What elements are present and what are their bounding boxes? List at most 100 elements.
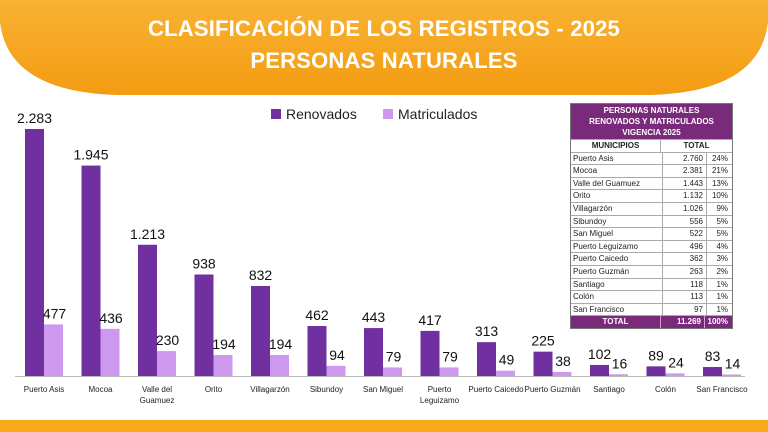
table-cell-pct: 5% — [716, 216, 728, 226]
col-header-total: TOTAL — [683, 141, 710, 150]
data-label-renovados: 938 — [192, 256, 216, 272]
bar-matriculados — [100, 328, 120, 376]
data-label-renovados: 417 — [418, 312, 442, 328]
table-title-line: RENOVADOS Y MATRICULADOS — [589, 117, 714, 126]
legend-swatch-renovados — [271, 109, 281, 119]
legend-swatch-matriculados — [383, 109, 393, 119]
data-label-renovados: 1.213 — [130, 226, 165, 242]
bar-matriculados — [213, 355, 233, 376]
category-label: Puerto Guzmán — [524, 385, 580, 394]
table-cell-total: 1.026 — [663, 202, 707, 215]
data-label-matriculados: 14 — [725, 355, 741, 371]
col-header-municipios: MUNICIPIOS — [571, 140, 661, 152]
table-row: Valle del Guamuez 1.443 13% — [571, 176, 732, 190]
data-label-renovados: 83 — [705, 348, 721, 364]
table-cell-total: 263 — [663, 265, 707, 278]
data-label-matriculados: 94 — [329, 347, 345, 363]
table-cell-pct: 9% — [716, 203, 728, 213]
legend-renovados: Renovados — [271, 106, 357, 122]
table-cell-total: 97 — [663, 303, 707, 316]
category-label: Puerto Asis — [24, 385, 64, 394]
bar-matriculados — [609, 374, 628, 376]
total-pct: 100% — [707, 317, 728, 327]
table-title-line: VIGENCIA 2025 — [622, 128, 681, 137]
table-row: Colón 113 1% — [571, 290, 732, 303]
table-body: Puerto Asis 2.760 24% Mocoa 2.381 21% Valle de… — [571, 151, 732, 316]
table-cell-pct: 4% — [716, 241, 728, 251]
table-header-row: MUNICIPIOS TOTAL — [571, 139, 732, 152]
table-cell-municipio: Valle del Guamuez — [571, 177, 663, 190]
table-cell-pct: 13% — [711, 178, 728, 188]
table-row: Santiago 118 1% — [571, 277, 732, 291]
data-label-renovados: 313 — [475, 323, 499, 339]
table-cell-total: 118 — [663, 278, 707, 291]
category-label: Colón — [655, 385, 676, 394]
table-total-row: TOTAL 11.269 100% — [571, 315, 732, 328]
table-cell-total: 522 — [663, 228, 707, 240]
table-cell-municipio: San Francisco — [571, 303, 663, 316]
bar-matriculados — [44, 324, 63, 376]
data-label-renovados: 2.283 — [17, 110, 52, 126]
banner-shape — [0, 0, 768, 95]
category-label: Guamuez — [140, 396, 175, 405]
legend-label-matriculados: Matriculados — [398, 106, 478, 122]
table-cell-municipio: Sibundoy — [571, 215, 663, 228]
category-label: Valle del — [142, 385, 172, 394]
data-label-matriculados: 24 — [668, 354, 684, 370]
footer-bar — [0, 420, 768, 432]
table-cell-municipio: Mocoa — [571, 165, 663, 177]
bar-renovados — [646, 366, 666, 376]
total-value: 11.269 — [661, 316, 705, 328]
table-row: Orito 1.132 10% — [571, 189, 732, 202]
data-label-matriculados: 436 — [99, 310, 123, 326]
bar-matriculados — [665, 373, 685, 376]
bar-renovados — [81, 165, 101, 376]
table-cell-municipio: Puerto Caicedo — [571, 253, 663, 265]
bar-renovados — [251, 285, 270, 376]
data-label-matriculados: 477 — [43, 305, 67, 321]
table-title-line: PERSONAS NATURALES — [603, 106, 700, 115]
bar-renovados — [307, 326, 327, 376]
table-cell-total: 1.443 — [663, 177, 707, 190]
table-cell-pct: 1% — [716, 279, 728, 289]
data-label-matriculados: 79 — [386, 348, 402, 364]
table-cell-pct: 5% — [716, 229, 728, 239]
category-label: Santiago — [593, 385, 625, 394]
data-label-matriculados: 79 — [442, 348, 458, 364]
bar-matriculados — [722, 374, 741, 376]
data-label-matriculados: 194 — [212, 336, 236, 352]
data-label-renovados: 443 — [362, 309, 386, 325]
table-cell-total: 2.760 — [663, 152, 707, 165]
bar-renovados — [420, 330, 440, 376]
category-label: San Miguel — [363, 385, 403, 394]
category-label: Puerto Caicedo — [468, 385, 524, 394]
bar-renovados — [533, 351, 553, 376]
data-label-matriculados: 16 — [612, 355, 628, 371]
data-label-matriculados: 38 — [555, 353, 571, 369]
data-label-renovados: 832 — [249, 267, 273, 283]
table-cell-municipio: Villagarzón — [571, 202, 663, 215]
data-label-renovados: 89 — [648, 347, 664, 363]
bar-renovados — [364, 328, 383, 376]
table-cell-total: 113 — [663, 291, 707, 303]
table-cell-pct: 24% — [711, 153, 728, 163]
table-cell-municipio: Santiago — [571, 278, 663, 291]
table-row: San Miguel 522 5% — [571, 227, 732, 240]
data-label-matriculados: 49 — [499, 352, 515, 368]
table-row: Mocoa 2.381 21% — [571, 164, 732, 177]
table-cell-municipio: San Miguel — [571, 228, 663, 240]
bar-renovados — [25, 129, 44, 376]
legend-matriculados: Matriculados — [383, 106, 477, 122]
bar-renovados — [477, 342, 496, 376]
table-cell-pct: 21% — [711, 166, 728, 176]
bar-matriculados — [157, 351, 176, 376]
table-cell-pct: 1% — [716, 292, 728, 302]
table-row: Sibundoy 556 5% — [571, 214, 732, 228]
bar-renovados — [194, 274, 214, 376]
data-label-renovados: 225 — [531, 333, 555, 349]
table-row: Puerto Leguizamo 496 4% — [571, 239, 732, 253]
bar-matriculados — [326, 365, 346, 376]
table-row: Puerto Caicedo 362 3% — [571, 252, 732, 265]
category-label: Puerto — [428, 385, 452, 394]
